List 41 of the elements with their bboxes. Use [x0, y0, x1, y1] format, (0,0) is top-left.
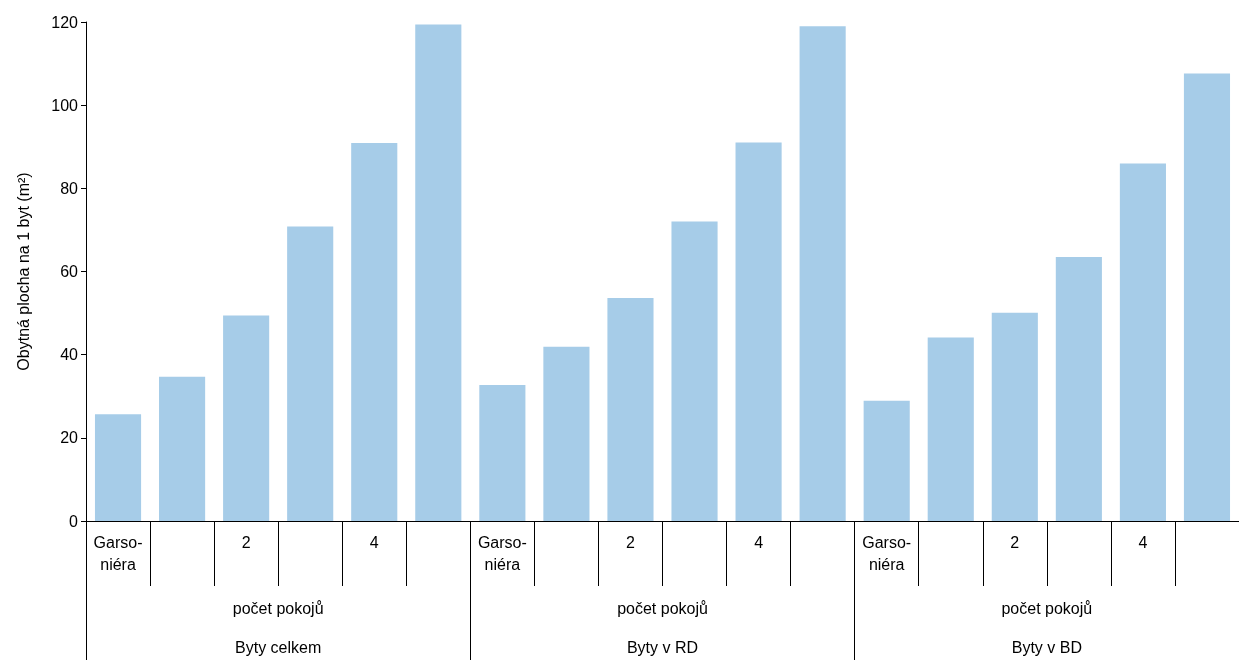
x-tick-label: 2 — [241, 533, 251, 551]
y-tick-label: 20 — [60, 429, 79, 447]
bar — [287, 226, 334, 521]
text: Byty v BD — [1011, 638, 1082, 656]
bar — [863, 400, 910, 521]
bar — [223, 315, 270, 521]
bar — [1055, 256, 1102, 521]
bar — [735, 142, 782, 521]
y-tick-label: 40 — [60, 346, 79, 364]
x-tick-label: 4 — [754, 533, 764, 551]
y-tick-label: 100 — [51, 96, 79, 114]
bar — [351, 143, 398, 521]
bar — [94, 414, 142, 521]
y-tick-label: 120 — [51, 13, 79, 31]
text: počet pokojů — [617, 599, 708, 617]
bar — [799, 26, 846, 521]
bar — [159, 376, 206, 521]
x-tick-label: 2 — [626, 533, 636, 551]
x-tick-label: 2 — [1010, 533, 1020, 551]
x-tick-label: Garso- niéra — [862, 533, 912, 573]
y-tick-label: 60 — [60, 263, 79, 280]
bar — [543, 346, 590, 521]
x-tick-label: 4 — [369, 533, 379, 551]
bar — [1119, 163, 1166, 521]
x-tick-label: 4 — [1138, 533, 1148, 551]
bar — [927, 337, 974, 521]
bar — [671, 221, 718, 521]
y-tick-label: 80 — [60, 179, 79, 197]
text: Byty v RD — [626, 638, 699, 656]
bar — [415, 24, 462, 521]
text: počet pokojů — [1001, 599, 1093, 617]
x-tick-label: Garso- niéra — [477, 533, 527, 573]
bar — [479, 385, 526, 521]
bar — [991, 312, 1038, 521]
y-axis-title: Obytná plocha na 1 byt (m²) — [14, 172, 32, 371]
y-tick-label: 0 — [69, 512, 79, 530]
x-tick-label: Garso- niéra — [93, 533, 143, 573]
text: Byty celkem — [235, 638, 322, 656]
bar — [1183, 73, 1231, 521]
bar — [607, 298, 654, 521]
text: počet pokojů — [232, 599, 324, 617]
